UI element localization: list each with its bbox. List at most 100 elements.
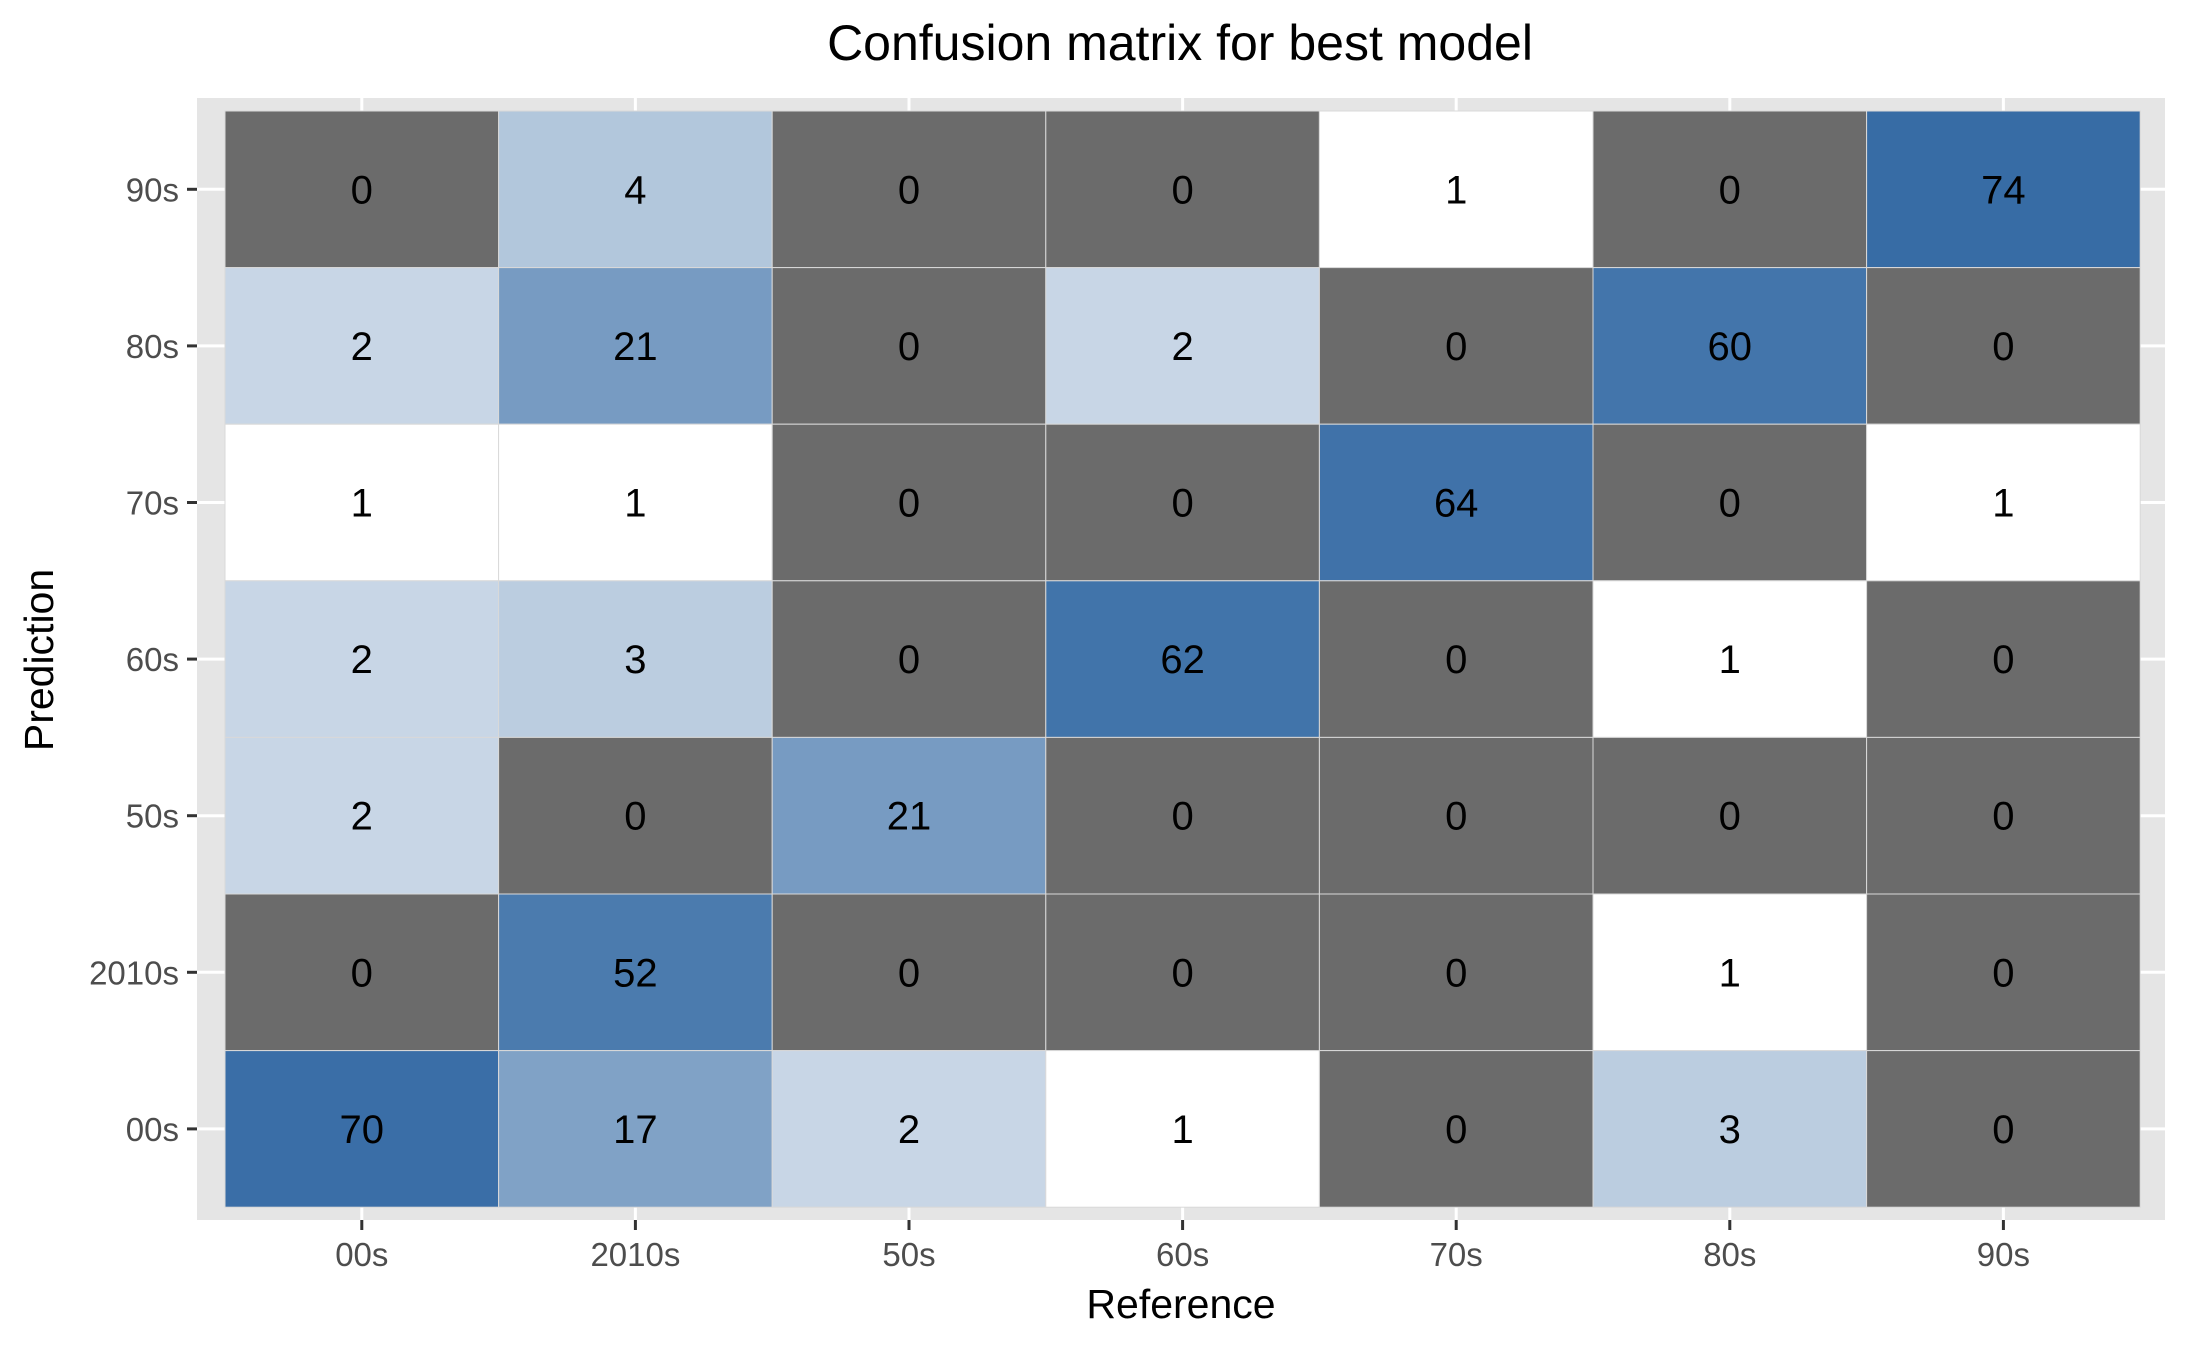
cell-50s-2010s (498, 736, 773, 895)
cell-label-2010s-2010s: 52 (613, 951, 658, 995)
y-tick-label-00s: 00s (126, 1111, 179, 1148)
x-axis-title: Reference (1086, 1281, 1275, 1327)
cell-label-90s-60s: 0 (1171, 168, 1193, 212)
cell-50s-80s (1592, 736, 1868, 895)
cell-70s-60s (1045, 423, 1320, 582)
cell-label-80s-70s: 0 (1445, 325, 1467, 369)
cell-label-00s-00s: 70 (340, 1108, 385, 1152)
cell-60s-90s (1866, 580, 2141, 738)
cell-90s-60s (1045, 110, 1320, 269)
cell-label-2010s-80s: 1 (1719, 951, 1741, 995)
cell-label-50s-60s: 0 (1171, 795, 1193, 839)
cell-label-60s-70s: 0 (1445, 638, 1467, 682)
cell-00s-70s (1318, 1050, 1594, 1208)
cell-00s-60s (1045, 1050, 1320, 1208)
cell-70s-00s (224, 423, 500, 582)
cell-label-70s-60s: 0 (1171, 482, 1193, 526)
cell-label-80s-80s: 60 (1708, 325, 1753, 369)
cell-label-70s-50s: 0 (898, 482, 920, 526)
cell-2010s-70s (1318, 893, 1594, 1052)
cell-label-80s-60s: 2 (1171, 325, 1193, 369)
cell-90s-70s (1318, 110, 1594, 269)
y-tick-label-90s: 90s (126, 171, 179, 208)
cell-60s-80s (1592, 580, 1868, 738)
cell-80s-2010s (498, 267, 773, 425)
cell-label-90s-80s: 0 (1719, 168, 1741, 212)
cell-80s-70s (1318, 267, 1594, 425)
cell-label-2010s-70s: 0 (1445, 951, 1467, 995)
cell-label-70s-90s: 1 (1992, 482, 2014, 526)
cell-label-50s-00s: 2 (351, 795, 373, 839)
cell-50s-90s (1866, 736, 2141, 895)
cell-label-50s-2010s: 0 (624, 795, 646, 839)
cell-label-70s-80s: 0 (1719, 482, 1741, 526)
cell-90s-80s (1592, 110, 1868, 269)
cell-50s-70s (1318, 736, 1594, 895)
cell-70s-50s (771, 423, 1047, 582)
cell-label-50s-90s: 0 (1992, 795, 2014, 839)
x-tick-label-80s: 80s (1703, 1236, 1756, 1273)
cell-50s-60s (1045, 736, 1320, 895)
cell-90s-90s (1866, 110, 2141, 269)
cell-80s-60s (1045, 267, 1320, 425)
cell-label-60s-80s: 1 (1719, 638, 1741, 682)
cell-label-60s-60s: 62 (1160, 638, 1205, 682)
cell-label-00s-2010s: 17 (613, 1108, 658, 1152)
cell-label-90s-00s: 0 (351, 168, 373, 212)
y-tick-label-2010s: 2010s (89, 954, 179, 991)
y-tick-label-60s: 60s (126, 641, 179, 678)
cell-2010s-2010s (498, 893, 773, 1052)
cell-80s-90s (1866, 267, 2141, 425)
cell-80s-50s (771, 267, 1047, 425)
y-axis-title: Prediction (16, 569, 62, 751)
cell-00s-50s (771, 1050, 1047, 1208)
cell-50s-00s (224, 736, 500, 895)
cell-90s-50s (771, 110, 1047, 269)
cell-90s-2010s (498, 110, 773, 269)
x-tick-label-00s: 00s (335, 1236, 388, 1273)
cell-label-00s-50s: 2 (898, 1108, 920, 1152)
cell-label-90s-50s: 0 (898, 168, 920, 212)
cell-label-60s-90s: 0 (1992, 638, 2014, 682)
cell-label-00s-90s: 0 (1992, 1108, 2014, 1152)
y-axis-ticks: 90s 80s 70s 60s 50s 2010s 00s (89, 171, 197, 1148)
cell-label-00s-60s: 1 (1171, 1108, 1193, 1152)
cell-label-90s-90s: 74 (1981, 168, 2026, 212)
y-tick-label-70s: 70s (126, 485, 179, 522)
cell-label-2010s-90s: 0 (1992, 951, 2014, 995)
cell-70s-2010s (498, 423, 773, 582)
x-axis-ticks: 00s 2010s 50s 60s 70s 80s 90s (335, 1220, 2030, 1273)
cell-label-80s-50s: 0 (898, 325, 920, 369)
cell-label-70s-2010s: 1 (624, 482, 646, 526)
cell-label-60s-2010s: 3 (624, 638, 646, 682)
cell-80s-80s (1592, 267, 1868, 425)
cell-2010s-90s (1866, 893, 2141, 1052)
cell-label-90s-2010s: 4 (624, 168, 646, 212)
cell-label-70s-00s: 1 (351, 482, 373, 526)
cell-label-2010s-50s: 0 (898, 951, 920, 995)
cell-label-2010s-60s: 0 (1171, 951, 1193, 995)
cell-60s-60s (1045, 580, 1320, 738)
cell-00s-90s (1866, 1050, 2141, 1208)
y-tick-label-50s: 50s (126, 798, 179, 835)
cell-label-60s-50s: 0 (898, 638, 920, 682)
cell-label-60s-00s: 2 (351, 638, 373, 682)
x-tick-label-2010s: 2010s (590, 1236, 680, 1273)
x-tick-label-50s: 50s (882, 1236, 935, 1273)
cell-label-90s-70s: 1 (1445, 168, 1467, 212)
y-tick-label-80s: 80s (126, 328, 179, 365)
cell-label-70s-70s: 64 (1434, 482, 1479, 526)
x-tick-label-90s: 90s (1977, 1236, 2030, 1273)
cell-60s-00s (224, 580, 500, 738)
cell-label-50s-50s: 21 (887, 795, 932, 839)
cell-2010s-60s (1045, 893, 1320, 1052)
cell-2010s-00s (224, 893, 500, 1052)
heatmap-cells (224, 110, 2141, 1208)
cell-50s-50s (771, 736, 1047, 895)
cell-70s-80s (1592, 423, 1868, 582)
cell-90s-00s (224, 110, 500, 269)
cell-label-2010s-00s: 0 (351, 951, 373, 995)
cell-label-50s-80s: 0 (1719, 795, 1741, 839)
x-tick-label-60s: 60s (1156, 1236, 1209, 1273)
